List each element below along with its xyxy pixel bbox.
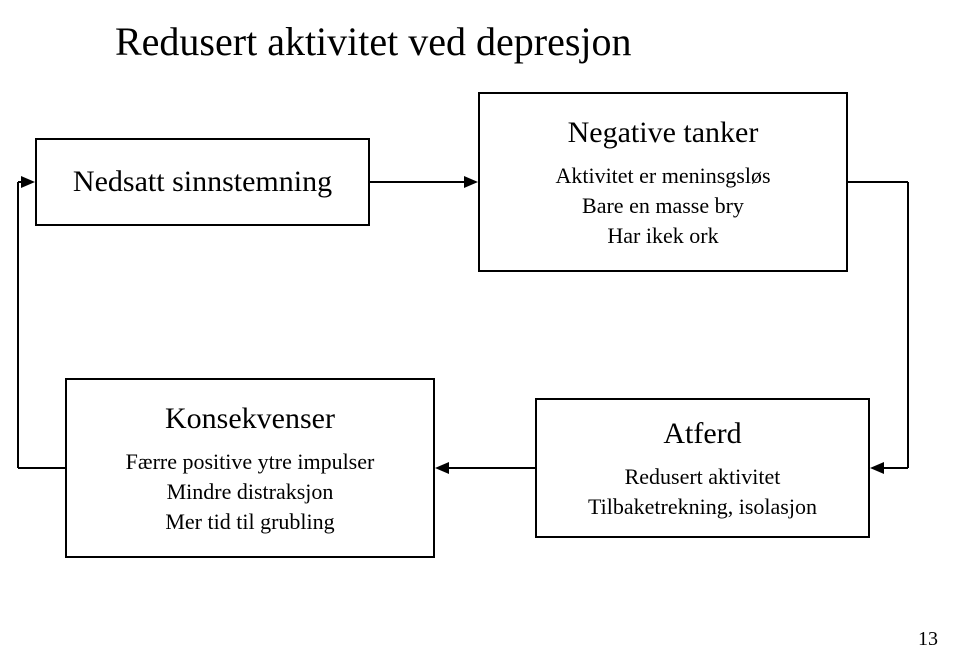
box-konsekvenser: Konsekvenser Færre positive ytre impulse… <box>65 378 435 558</box>
box-line: Mer tid til grubling <box>126 507 375 537</box>
box-line: Tilbaketrekning, isolasjon <box>588 492 817 522</box>
box-line: Mindre distraksjon <box>126 477 375 507</box>
box-nedsatt-sinnstemning: Nedsatt sinnstemning <box>35 138 370 226</box>
box-line: Redusert aktivitet <box>588 462 817 492</box>
box-line: Har ikek ork <box>555 221 770 251</box>
box-heading: Negative tanker <box>568 114 759 152</box>
box-body: Aktivitet er meninsgsløs Bare en masse b… <box>555 161 770 250</box>
page-number: 13 <box>918 628 938 651</box>
box-line: Færre positive ytre impulser <box>126 447 375 477</box>
box-heading: Atferd <box>663 415 741 453</box>
box-line: Bare en masse bry <box>555 191 770 221</box>
box-heading: Konsekvenser <box>165 400 335 438</box>
box-heading: Nedsatt sinnstemning <box>73 163 332 201</box>
page-title: Redusert aktivitet ved depresjon <box>115 18 632 65</box>
box-negative-tanker: Negative tanker Aktivitet er meninsgsløs… <box>478 92 848 272</box>
box-body: Færre positive ytre impulser Mindre dist… <box>126 447 375 536</box>
box-line: Aktivitet er meninsgsløs <box>555 161 770 191</box>
box-atferd: Atferd Redusert aktivitet Tilbaketreknin… <box>535 398 870 538</box>
box-body: Redusert aktivitet Tilbaketrekning, isol… <box>588 462 817 521</box>
